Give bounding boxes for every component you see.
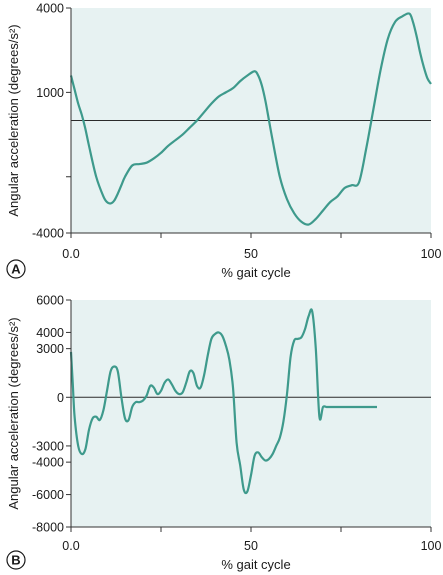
panel-b-y-tick-label: 0 bbox=[57, 391, 64, 405]
panel-b-badge bbox=[6, 550, 26, 570]
panel-b-x-tick-label: 0.0 bbox=[62, 539, 79, 553]
panel-a-badge bbox=[6, 259, 26, 279]
panel-b-y-axis-label: Angular acceleration (degrees/s²) bbox=[6, 317, 21, 509]
panel-b-chart: 0.0 50 100 -8000 -6000 -4000 -3000 0 3000 4000 60… bbox=[6, 294, 441, 573]
panel-b-y-ticks: -8000 -6000 -4000 -3000 0 3000 4000 6000 bbox=[32, 294, 71, 535]
panel-b-x-tick-label: 50 bbox=[244, 539, 258, 553]
panel-a-y-axis-label: Angular acceleration (degrees/s²) bbox=[6, 24, 21, 216]
panel-a-y-ticks: -4000 1000 4000 bbox=[32, 2, 71, 241]
panel-a-y-tick-label: -4000 bbox=[32, 227, 64, 241]
panel-b-y-tick-label: 6000 bbox=[36, 294, 64, 308]
panel-a-x-ticks: 0.0 50 100 bbox=[62, 233, 441, 261]
panel-a-y-tick-label: 4000 bbox=[36, 2, 64, 16]
panel-a-y-tick-label: 1000 bbox=[36, 86, 64, 100]
panel-a-x-tick-label: 100 bbox=[421, 247, 442, 261]
panel-b-y-tick-label: -4000 bbox=[32, 456, 64, 470]
panel-a-x-axis-label: % gait cycle bbox=[221, 265, 290, 280]
panel-b-x-axis-label: % gait cycle bbox=[221, 557, 290, 572]
panel-a-x-tick-label: 50 bbox=[244, 247, 258, 261]
panel-b-x-tick-label: 100 bbox=[421, 539, 442, 553]
panel-b-y-tick-label: -8000 bbox=[32, 521, 64, 535]
panel-b-letter: B bbox=[11, 553, 20, 568]
panel-b-series-line bbox=[69, 308, 377, 495]
panel-a-chart: 0.0 50 100 -4000 1000 4000 % gait cycle Angu… bbox=[6, 2, 441, 281]
panel-b-y-tick-label: 4000 bbox=[36, 326, 64, 340]
panel-b-y-tick-label: 3000 bbox=[36, 342, 64, 356]
panel-b-y-tick-label: -6000 bbox=[32, 488, 64, 502]
panel-a-series-line bbox=[69, 12, 432, 226]
panel-b-x-ticks: 0.0 50 100 bbox=[62, 527, 441, 553]
panel-b-y-tick-label: -3000 bbox=[32, 439, 64, 453]
panel-a-letter: A bbox=[11, 262, 21, 277]
panel-a-x-tick-label: 0.0 bbox=[62, 247, 79, 261]
